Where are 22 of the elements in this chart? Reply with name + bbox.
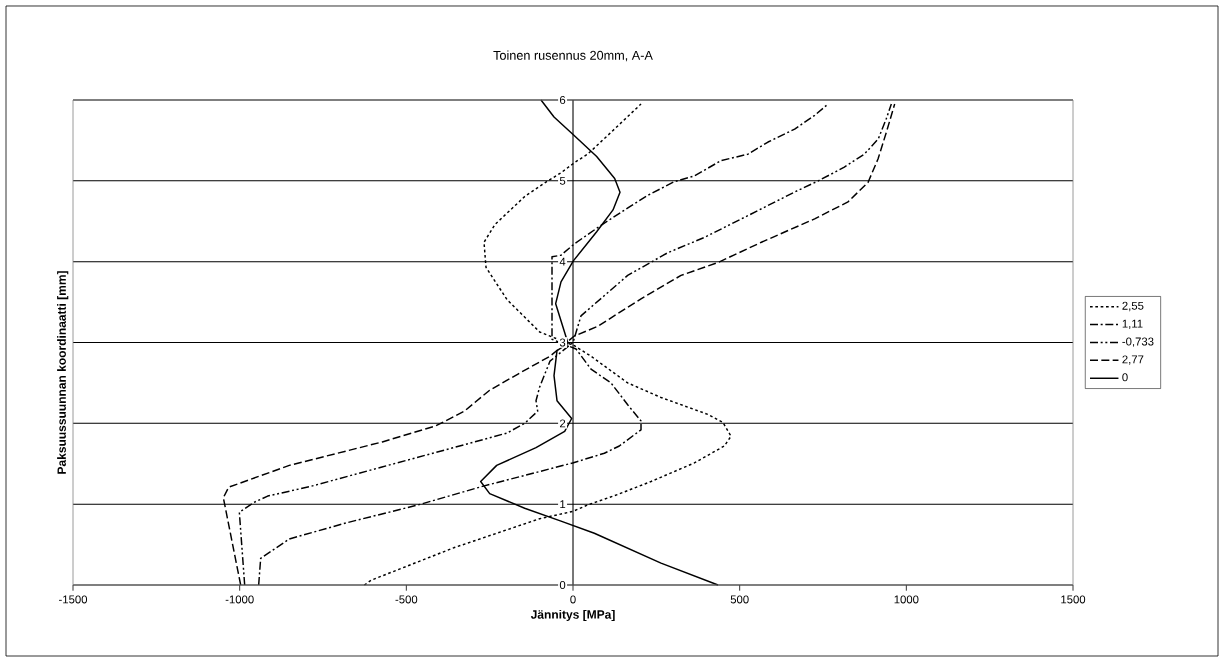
legend-label: 1,11 [1122,319,1143,329]
y-tick-label: 5 [559,176,566,185]
x-tick-label: 0 [570,595,576,604]
legend-label: 0 [1122,373,1128,382]
y-tick-label: 2 [559,419,566,428]
x-tick-label: -500 [395,595,418,604]
x-tick-label: 500 [730,595,749,604]
x-tick-label: -1500 [59,595,88,604]
x-axis-title: Jännitys [MPa] [530,609,615,622]
y-tick-label: 4 [559,257,566,266]
x-tick-label: -1000 [225,595,254,604]
legend-label: 2,77 [1122,355,1144,365]
x-tick-label: 1000 [894,595,919,604]
y-axis-title: Paksuussuunnan koordinaatti [mm] [57,271,69,474]
y-tick-label: 0 [559,581,566,590]
legend-label: -0,733 [1122,337,1154,347]
legend-label: 2,55 [1122,301,1144,312]
x-tick-label: 1500 [1061,595,1086,604]
chart-title: Toinen rusennus 20mm, A-A [493,50,653,62]
y-tick-label: 3 [559,338,566,347]
y-tick-label: 6 [560,96,566,105]
y-tick-label: 1 [560,500,566,509]
